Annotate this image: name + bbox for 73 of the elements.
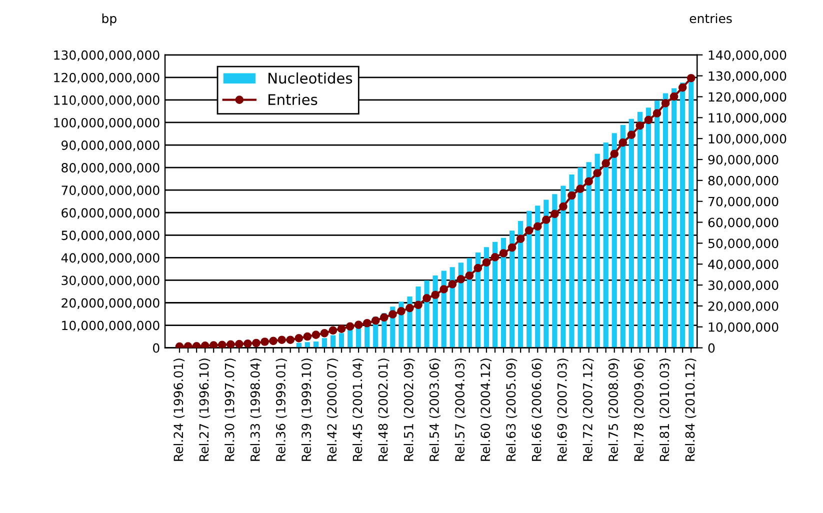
bar (586, 162, 592, 348)
y2-tick-label: 100,000,000 (708, 134, 786, 145)
bar (646, 108, 652, 348)
x-tick-label: Rel.39 (1999.10) (301, 358, 313, 461)
legend-label: Nucleotides (268, 72, 352, 84)
x-tick-label: Rel.69 (2007.03) (557, 358, 568, 461)
y-tick-label: 60,000,000,000 (62, 208, 160, 219)
y2-tick-label: 120,000,000 (708, 92, 786, 103)
y-tick-label: 80,000,000,000 (62, 163, 160, 174)
y2-tick-label: 60,000,000 (708, 218, 778, 228)
bar (594, 154, 600, 348)
bar (552, 194, 558, 348)
bar (637, 112, 643, 348)
y-axis-title: bp (102, 14, 116, 26)
bar (535, 206, 540, 348)
y2-tick-label: 50,000,000 (708, 238, 778, 250)
bar (612, 133, 617, 348)
y2-axis-title: entries (690, 14, 732, 24)
y-tick-label: 90,000,000,000 (62, 140, 160, 152)
bar (569, 174, 574, 348)
bar (544, 200, 549, 348)
x-tick-label: Rel.48 (2002.01) (378, 358, 390, 461)
y-tick-label: 30,000,000,000 (62, 276, 160, 286)
x-tick-label: Rel.27 (1996.10) (199, 358, 210, 461)
y-tick-label: 130,000,000,000 (54, 50, 160, 62)
y2-tick-label: 70,000,000 (708, 196, 778, 208)
x-tick-label: Rel.24 (1996.01) (173, 358, 185, 461)
bar (654, 100, 660, 348)
x-tick-label: Rel.75 (2008.09) (608, 358, 620, 461)
bar (560, 186, 566, 348)
x-tick-label: Rel.63 (2005.09) (506, 358, 518, 461)
x-tick-label: Rel.36 (1999.01) (276, 358, 287, 461)
bar (509, 230, 515, 348)
y-tick-label: 120,000,000,000 (54, 72, 160, 84)
x-tick-label: Rel.78 (2009.06) (634, 358, 646, 461)
x-tick-label: Rel.33 (1998.04) (250, 358, 262, 461)
x-tick-label: Rel.51 (2002.09) (404, 358, 415, 461)
y2-tick-label: 110,000,000 (708, 113, 786, 124)
bar (313, 342, 318, 348)
x-tick-label: Rel.60 (2004.12) (480, 358, 492, 461)
bar (484, 247, 490, 348)
y-tick-label: 20,000,000,000 (62, 298, 160, 309)
y2-tick-label: 140,000,000 (708, 50, 786, 62)
y2-tick-label: 40,000,000 (708, 260, 778, 270)
x-tick-label: Rel.81 (2010.03) (659, 358, 671, 461)
y2-tick-label: 80,000,000 (708, 176, 778, 187)
y-tick-label: 100,000,000,000 (54, 118, 160, 129)
y2-tick-label: 10,000,000 (708, 322, 778, 334)
x-tick-label: Rel.66 (2006.06) (532, 358, 543, 461)
y-tick-label: 40,000,000,000 (61, 253, 160, 264)
x-tick-label: Rel.30 (1997.07) (224, 358, 236, 461)
legend-label: Entries (268, 94, 318, 106)
y-tick-label: 10,000,000,000 (62, 320, 160, 332)
y-tick-label: 50,000,000,000 (62, 230, 160, 242)
bar (662, 93, 668, 348)
y-tick-label: 110,000,000,000 (54, 95, 160, 106)
y2-tick-label: 20,000,000 (708, 301, 778, 312)
x-tick-label: Rel.84 (2010.12) (685, 358, 696, 461)
bar (492, 242, 498, 348)
y-tick-label: 0 (153, 343, 160, 353)
bar (603, 142, 608, 348)
x-tick-label: Rel.54 (2003.06) (429, 358, 440, 461)
bar (578, 168, 583, 348)
bar (500, 238, 506, 348)
x-tick-label: Rel.45 (2001.04) (352, 358, 364, 461)
y2-tick-label: 0 (708, 343, 715, 353)
y2-tick-label: 30,000,000 (708, 280, 778, 292)
y-tick-label: 70,000,000,000 (62, 186, 160, 196)
x-tick-label: Rel.72 (2007.12) (582, 358, 594, 461)
y2-tick-label: 130,000,000 (708, 71, 786, 82)
x-tick-label: Rel.42 (2000.07) (326, 358, 338, 461)
x-tick-label: Rel.57 (2004.03) (454, 358, 466, 461)
y2-tick-label: 90,000,000 (708, 154, 778, 166)
